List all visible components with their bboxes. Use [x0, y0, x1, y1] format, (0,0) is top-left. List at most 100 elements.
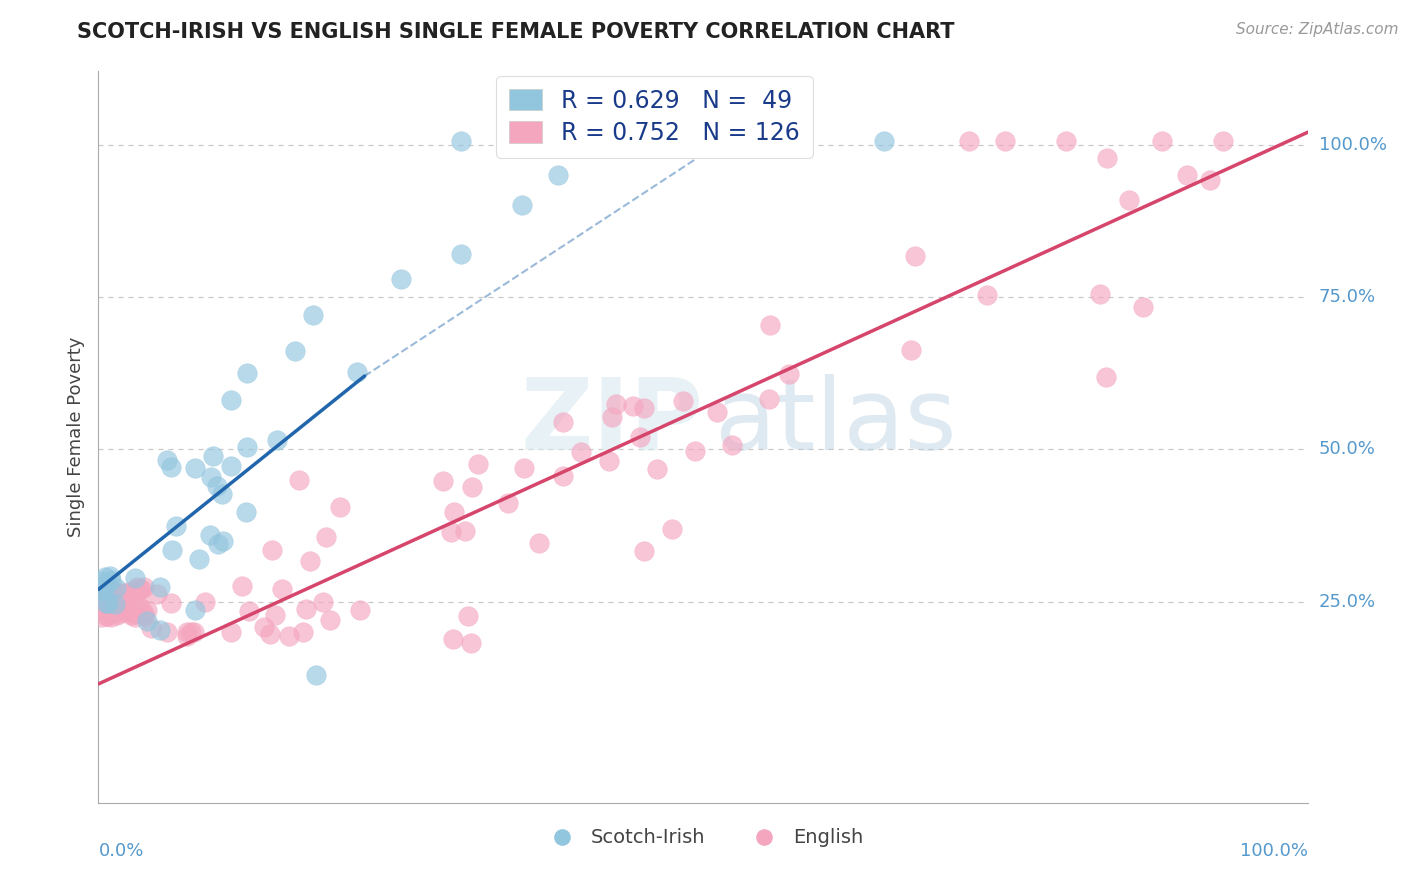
Point — [132, 608, 155, 623]
Point — [319, 613, 342, 627]
Point — [329, 500, 352, 514]
Point — [212, 533, 235, 548]
Point — [264, 607, 287, 622]
Point — [288, 473, 311, 487]
Point — [124, 571, 146, 585]
Point — [125, 582, 148, 597]
Point — [758, 392, 780, 407]
Point — [159, 596, 181, 610]
Point — [551, 469, 574, 483]
Point — [278, 629, 301, 643]
Point — [706, 404, 728, 418]
Point — [156, 625, 179, 640]
Text: 0.0%: 0.0% — [98, 842, 143, 860]
Point — [904, 249, 927, 263]
Point — [605, 397, 627, 411]
Point — [127, 593, 149, 607]
Point — [165, 519, 187, 533]
Point — [440, 525, 463, 540]
Point — [120, 585, 142, 599]
Text: 100.0%: 100.0% — [1319, 136, 1386, 153]
Point — [994, 135, 1017, 149]
Point — [200, 470, 222, 484]
Point — [778, 368, 800, 382]
Point — [104, 597, 127, 611]
Point — [94, 603, 117, 617]
Point — [633, 401, 655, 416]
Point — [91, 593, 114, 607]
Point — [900, 343, 922, 357]
Point — [200, 528, 222, 542]
Point — [194, 595, 217, 609]
Point — [156, 453, 179, 467]
Point — [97, 596, 120, 610]
Point — [1175, 168, 1198, 182]
Point — [211, 486, 233, 500]
Point — [547, 168, 569, 182]
Point — [510, 135, 533, 149]
Point — [117, 584, 139, 599]
Point — [94, 596, 117, 610]
Point — [621, 399, 644, 413]
Point — [1132, 300, 1154, 314]
Point — [122, 584, 145, 599]
Point — [461, 480, 484, 494]
Point — [454, 524, 477, 539]
Point — [129, 601, 152, 615]
Point — [457, 609, 479, 624]
Point — [571, 135, 593, 149]
Point — [291, 624, 314, 639]
Point — [553, 415, 575, 429]
Point — [957, 135, 980, 149]
Point — [112, 589, 135, 603]
Point — [122, 606, 145, 620]
Point — [97, 590, 120, 604]
Point — [235, 505, 257, 519]
Point — [460, 636, 482, 650]
Point — [450, 135, 472, 149]
Point — [496, 496, 519, 510]
Y-axis label: Single Female Poverty: Single Female Poverty — [66, 337, 84, 537]
Point — [101, 605, 124, 619]
Point — [180, 625, 202, 640]
Point — [108, 606, 131, 620]
Point — [149, 580, 172, 594]
Text: ZIP: ZIP — [520, 374, 703, 471]
Point — [136, 615, 159, 629]
Point — [294, 602, 316, 616]
Point — [93, 570, 115, 584]
Point — [100, 609, 122, 624]
Point — [112, 596, 135, 610]
Point — [176, 625, 198, 640]
Point — [298, 554, 321, 568]
Point — [188, 552, 211, 566]
Point — [159, 459, 181, 474]
Text: 50.0%: 50.0% — [1319, 441, 1375, 458]
Text: atlas: atlas — [716, 374, 956, 471]
Point — [115, 605, 138, 619]
Point — [96, 609, 118, 624]
Point — [124, 609, 146, 624]
Point — [231, 579, 253, 593]
Point — [1152, 135, 1174, 149]
Point — [132, 580, 155, 594]
Point — [312, 595, 335, 609]
Point — [266, 433, 288, 447]
Point — [661, 522, 683, 536]
Point — [201, 449, 224, 463]
Text: Source: ZipAtlas.com: Source: ZipAtlas.com — [1236, 22, 1399, 37]
Point — [127, 580, 149, 594]
Point — [1094, 370, 1116, 384]
Point — [207, 479, 229, 493]
Point — [101, 585, 124, 599]
Point — [238, 604, 260, 618]
Point — [111, 585, 134, 599]
Point — [683, 444, 706, 458]
Point — [125, 583, 148, 598]
Point — [104, 591, 127, 606]
Point — [122, 585, 145, 599]
Point — [720, 438, 742, 452]
Point — [443, 505, 465, 519]
Point — [262, 542, 284, 557]
Point — [128, 582, 150, 596]
